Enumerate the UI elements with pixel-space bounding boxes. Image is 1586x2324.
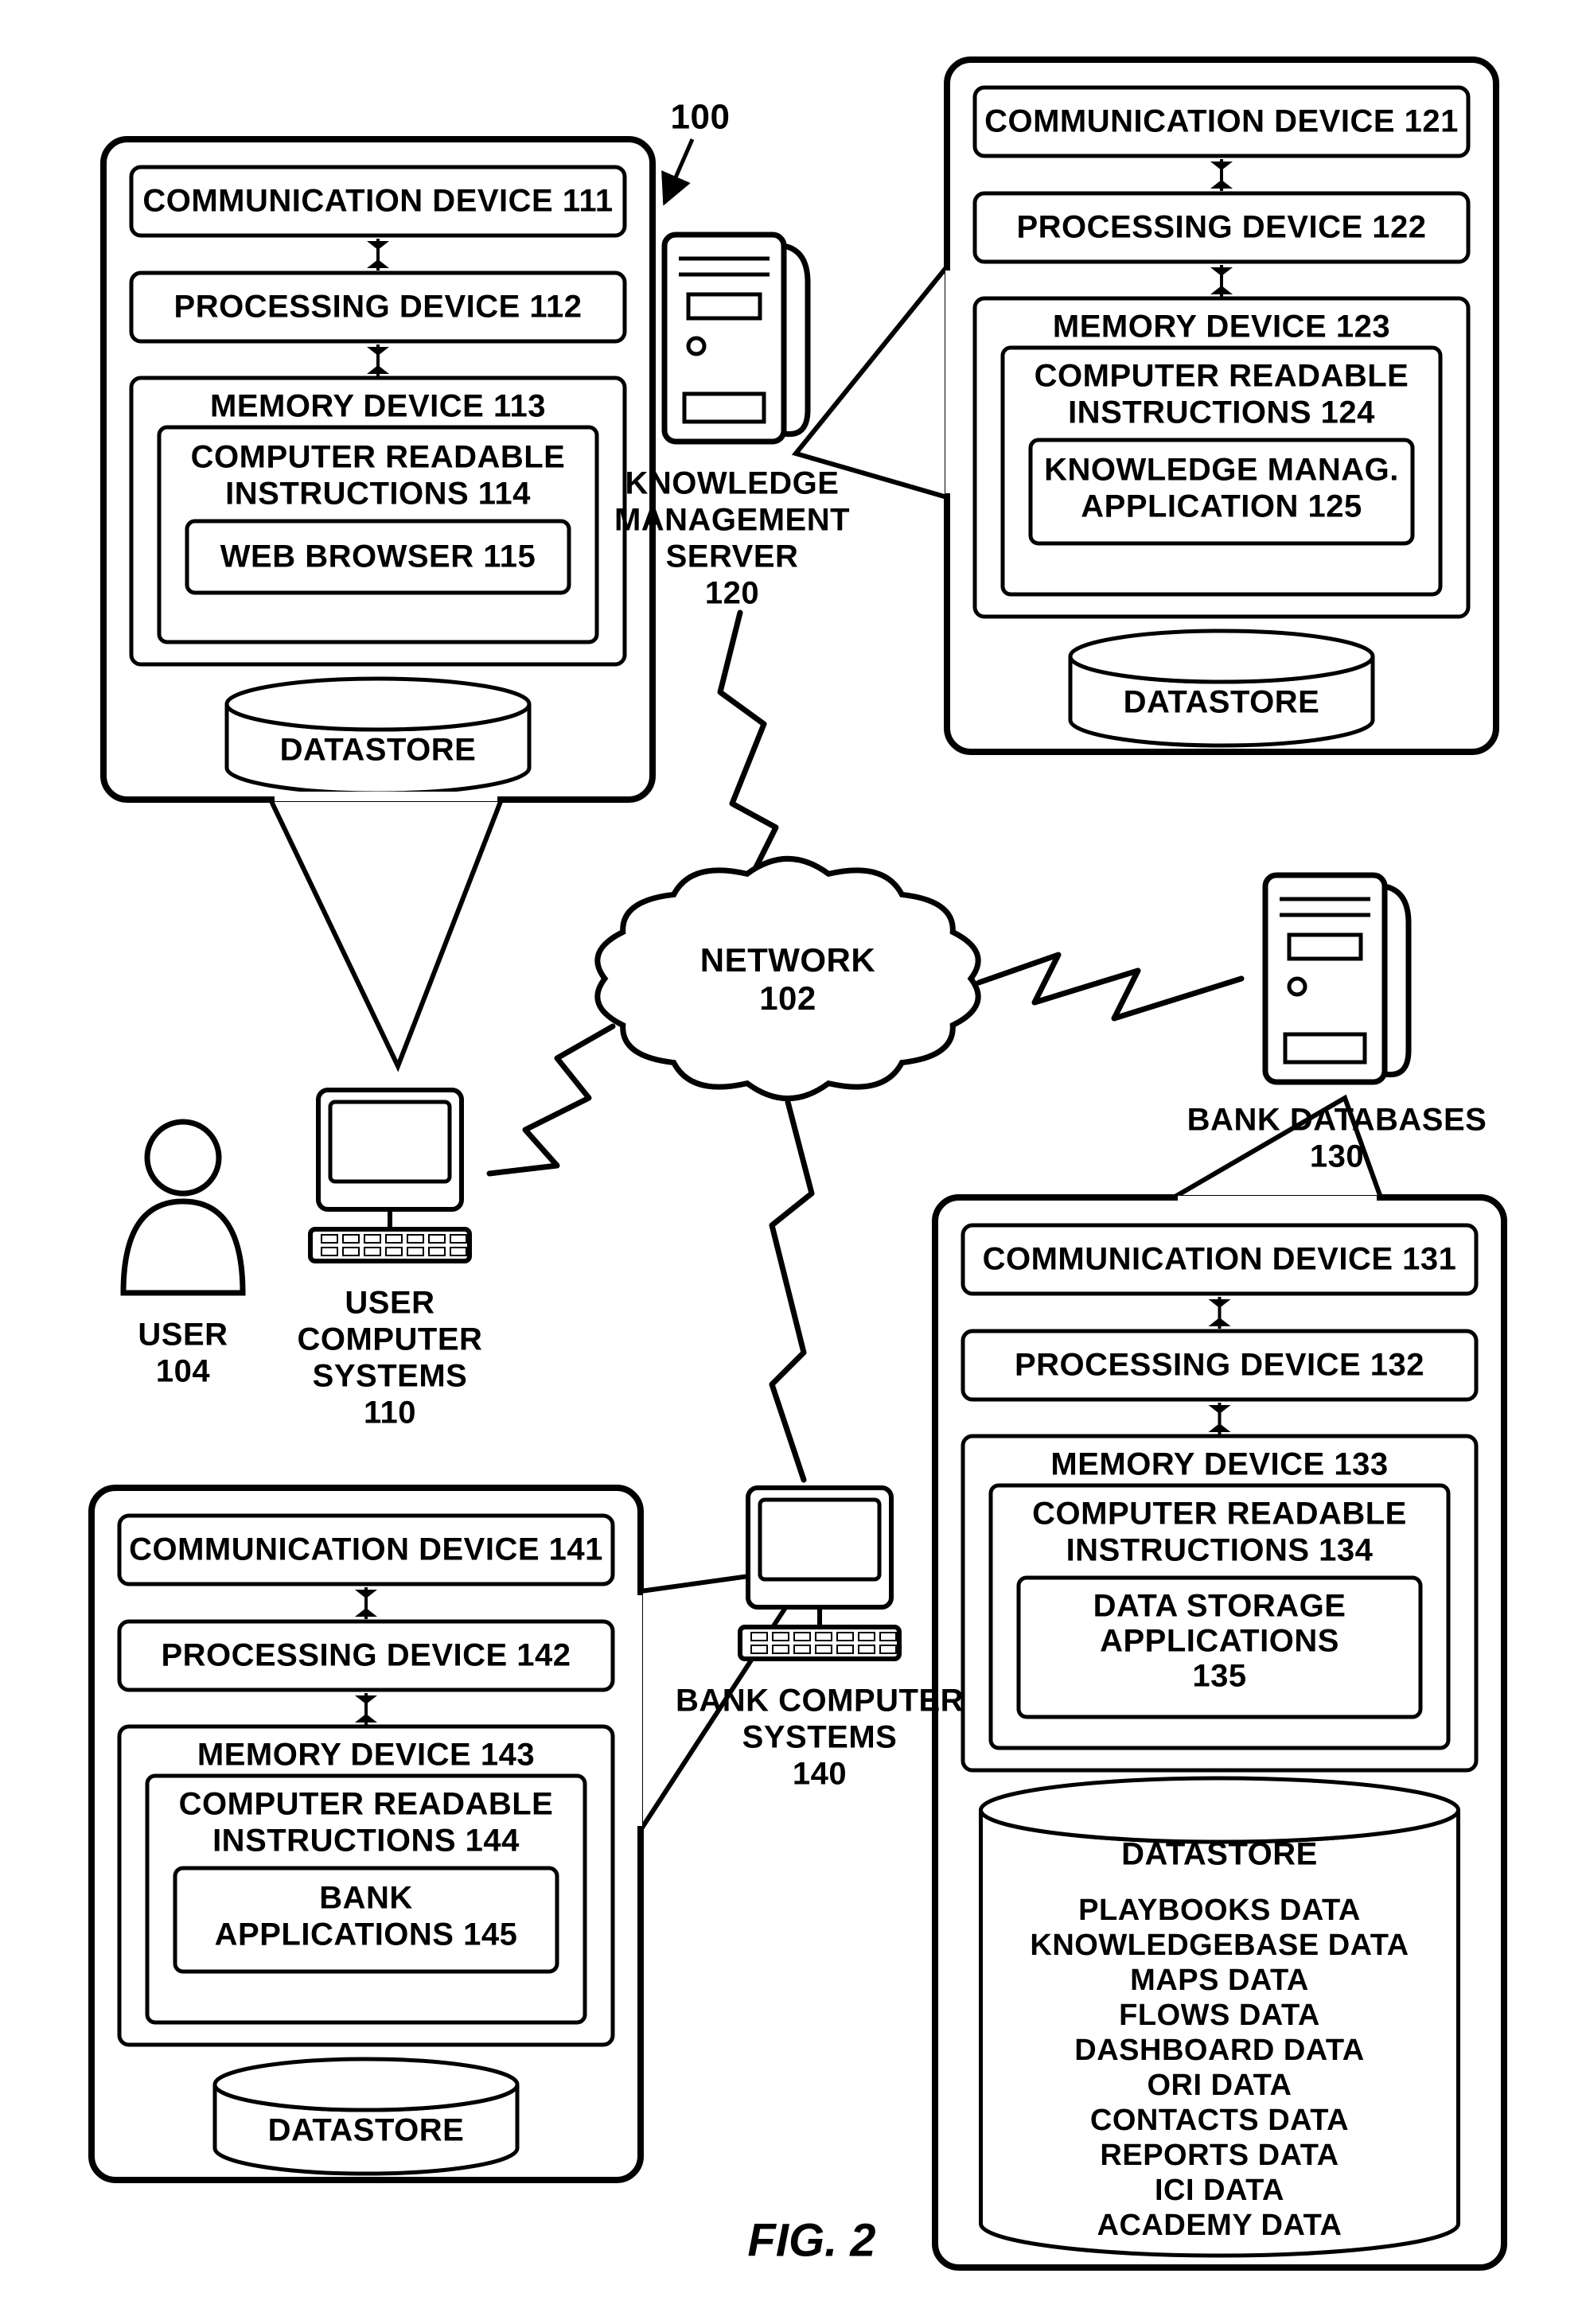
panel130.cri2: INSTRUCTIONS 134 (1066, 1533, 1374, 1568)
panel130.items.3: FLOWS DATA (1119, 1999, 1320, 2032)
panel130.items.8: ICI DATA (1155, 2174, 1284, 2207)
bank_systems.line1: BANK COMPUTER (676, 1684, 964, 1719)
panel110.proc: PROCESSING DEVICE 112 (174, 290, 583, 325)
panel140.app2: APPLICATIONS 145 (215, 1917, 518, 1952)
panel130.items.6: CONTACTS DATA (1090, 2104, 1349, 2137)
km_server.line1: KNOWLEDGE (625, 466, 840, 501)
panel-bank-databases: COMMUNICATION DEVICE 131 PROCESSING DEVIC… (935, 1098, 1504, 2268)
panel140.comm: COMMUNICATION DEVICE 141 (129, 1532, 603, 1567)
panel130.items.2: MAPS DATA (1130, 1964, 1309, 1997)
km_server.line2: MANAGEMENT (614, 503, 850, 538)
network.line1: NETWORK (700, 941, 875, 979)
bank_systems.line2: SYSTEMS (742, 1720, 898, 1755)
panel110.app: WEB BROWSER 115 (220, 539, 536, 574)
panel120.cri2: INSTRUCTIONS 124 (1068, 395, 1375, 430)
panel120.ds: DATASTORE (1124, 685, 1320, 720)
panel140.proc: PROCESSING DEVICE 142 (161, 1638, 571, 1673)
panel110.cri1: COMPUTER READABLE (191, 440, 566, 475)
panel110.cri2: INSTRUCTIONS 114 (225, 477, 531, 512)
user_systems.line4: 110 (364, 1396, 416, 1431)
panel130.mem: MEMORY DEVICE 133 (1050, 1447, 1388, 1482)
panel120.comm: COMMUNICATION DEVICE 121 (984, 104, 1459, 139)
panel130.items.4: DASHBOARD DATA (1074, 2034, 1364, 2067)
km_server.line4: 120 (705, 576, 759, 611)
panel130.comm: COMMUNICATION DEVICE 131 (983, 1242, 1457, 1277)
panel130.items.9: ACADEMY DATA (1097, 2209, 1342, 2242)
user_systems.line1: USER (345, 1286, 434, 1321)
panel130.items.0: PLAYBOOKS DATA (1078, 1894, 1361, 1927)
ref_100: 100 (671, 98, 731, 137)
panel130.items.1: KNOWLEDGEBASE DATA (1030, 1929, 1409, 1962)
panel130.ds: DATASTORE (1121, 1837, 1318, 1872)
panel140.ds: DATASTORE (268, 2113, 465, 2148)
figure-label: FIG. 2 (747, 2214, 875, 2266)
panel-knowledge-management-server: COMMUNICATION DEVICE 121 PROCESSING DEVIC… (796, 60, 1496, 752)
user.line1: USER (138, 1318, 228, 1353)
panel140.cri1: COMPUTER READABLE (179, 1787, 554, 1822)
panel110.comm: COMMUNICATION DEVICE 111 (142, 184, 613, 219)
panel110.mem: MEMORY DEVICE 113 (210, 389, 546, 424)
panel110.ds: DATASTORE (280, 733, 477, 768)
bank_db.line2: 130 (1310, 1139, 1364, 1174)
panel130.app2: APPLICATIONS (1100, 1624, 1339, 1659)
panel120.cri1: COMPUTER READABLE (1035, 359, 1409, 394)
panel120.app1: KNOWLEDGE MANAG. (1044, 453, 1399, 488)
user_systems.line2: COMPUTER (298, 1322, 483, 1357)
network.line2: 102 (759, 979, 816, 1017)
panel120.mem: MEMORY DEVICE 123 (1053, 309, 1390, 345)
panel120.proc: PROCESSING DEVICE 122 (1016, 210, 1426, 245)
panel140.cri2: INSTRUCTIONS 144 (212, 1824, 520, 1859)
bank_systems.line3: 140 (793, 1757, 847, 1792)
bank_db.line1: BANK DATABASES (1187, 1103, 1487, 1138)
panel140.app1: BANK (319, 1881, 413, 1916)
panel130.app1: DATA STORAGE (1093, 1589, 1346, 1624)
km_server.line3: SERVER (666, 539, 799, 574)
user_systems.line3: SYSTEMS (313, 1359, 468, 1394)
user.line2: 104 (156, 1354, 210, 1389)
panel130.items.7: REPORTS DATA (1100, 2139, 1339, 2172)
panel120.app2: APPLICATION 125 (1081, 489, 1362, 524)
panel130.items.5: ORI DATA (1147, 2069, 1292, 2102)
panel130.cri1: COMPUTER READABLE (1032, 1497, 1407, 1532)
panel-bank-computer-systems: COMMUNICATION DEVICE 141 PROCESSING DEVIC… (92, 1488, 812, 2180)
panel-user-computer-systems: COMMUNICATION DEVICE 111 PROCESSING DEVIC… (103, 139, 653, 1066)
panel130.proc: PROCESSING DEVICE 132 (1015, 1348, 1424, 1383)
panel130.app3: 135 (1192, 1659, 1246, 1694)
panel140.mem: MEMORY DEVICE 143 (197, 1738, 535, 1773)
